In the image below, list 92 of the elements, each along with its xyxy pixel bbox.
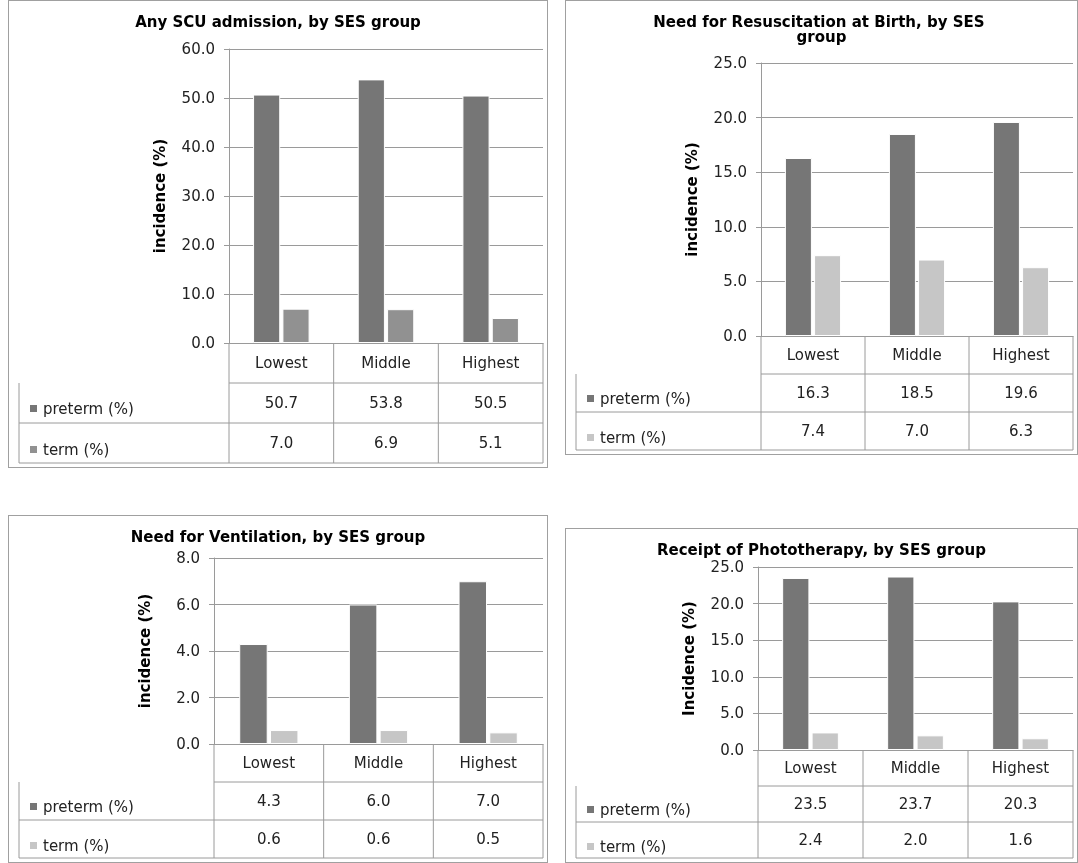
- x-tick-label: Highest: [461, 353, 520, 372]
- legend-label: preterm (%): [43, 797, 134, 816]
- y-tick-label: 60.0: [181, 40, 215, 58]
- x-tick-label: Middle: [890, 758, 941, 777]
- bar: [489, 732, 518, 744]
- y-tick-label: 15.0: [710, 631, 744, 650]
- data-label: 50.5: [473, 394, 508, 412]
- data-label: 6.9: [374, 434, 398, 452]
- data-label: 16.3: [796, 384, 830, 402]
- y-tick-label: 10.0: [181, 285, 215, 303]
- legend-label: preterm (%): [600, 800, 691, 819]
- data-label: 19.6: [1004, 384, 1038, 402]
- x-tick-label: Lowest: [784, 758, 837, 777]
- x-tick-label: Highest: [992, 345, 1050, 364]
- y-axis-title: incidence (%): [682, 142, 701, 257]
- y-tick-label: 20.0: [181, 236, 215, 254]
- bar: [888, 133, 916, 336]
- data-label: 7.4: [801, 422, 825, 440]
- y-tick-label: 8.0: [176, 549, 200, 567]
- data-label: 7.0: [476, 792, 501, 810]
- y-tick-label: 6.0: [176, 595, 200, 614]
- data-label: 23.7: [898, 795, 933, 813]
- y-tick-label: 0.0: [723, 327, 747, 345]
- y-axis-title: incidence (%): [135, 593, 154, 709]
- y-tick-label: 10.0: [710, 667, 744, 686]
- y-tick-label: 40.0: [181, 138, 215, 156]
- data-label: 5.1: [478, 434, 503, 452]
- data-label: 0.6: [366, 830, 391, 848]
- legend-label: term (%): [43, 440, 110, 459]
- data-label: 0.6: [256, 830, 281, 848]
- y-axis-title: Incidence (%): [679, 601, 698, 716]
- legend-label: term (%): [600, 428, 667, 447]
- data-label: 2.4: [798, 831, 823, 849]
- y-tick-label: 5.0: [723, 272, 747, 291]
- data-label: 1.6: [1008, 831, 1033, 849]
- y-tick-label: 4.0: [176, 642, 200, 660]
- chart-title: Any SCU admission, by SES group: [135, 12, 422, 31]
- data-label: 23.5: [793, 795, 828, 813]
- data-label: 20.3: [1003, 795, 1038, 813]
- x-tick-label: Middle: [892, 345, 942, 364]
- chart-title: Receipt of Phototherapy, by SES group: [656, 540, 987, 559]
- bar: [269, 730, 299, 744]
- bar: [387, 309, 415, 343]
- data-label: 6.3: [1009, 422, 1033, 440]
- y-tick-label: 10.0: [713, 217, 747, 236]
- bar: [458, 581, 488, 744]
- y-tick-label: 5.0: [720, 704, 744, 723]
- data-label: 7.0: [269, 434, 294, 452]
- x-tick-label: Highest: [991, 758, 1050, 777]
- legend-label: term (%): [600, 837, 667, 856]
- y-tick-label: 30.0: [181, 187, 215, 205]
- y-tick-label: 15.0: [713, 163, 747, 182]
- bar: [992, 121, 1020, 336]
- y-tick-label: 0.0: [720, 741, 744, 759]
- bar: [253, 94, 281, 343]
- x-tick-label: Middle: [353, 753, 404, 772]
- y-tick-label: 50.0: [181, 89, 215, 107]
- data-label: 6.0: [366, 792, 391, 810]
- y-tick-label: 2.0: [176, 688, 200, 707]
- y-tick-label: 0.0: [191, 334, 215, 352]
- y-tick-label: 0.0: [176, 735, 200, 753]
- data-label: 7.0: [905, 422, 929, 440]
- x-tick-label: Lowest: [242, 753, 296, 772]
- y-tick-label: 25.0: [713, 54, 747, 72]
- chart-title: Need for Resuscitation at Birth, by SES group: [653, 12, 990, 46]
- chart-title: Need for Ventilation, by SES group: [130, 527, 426, 546]
- x-tick-label: Highest: [459, 753, 517, 772]
- bar: [239, 644, 268, 744]
- legend-label: preterm (%): [600, 389, 691, 408]
- data-label: 50.7: [264, 394, 299, 412]
- y-tick-label: 20.0: [713, 108, 747, 127]
- bar: [918, 259, 946, 336]
- data-label: 53.8: [369, 394, 403, 412]
- x-tick-label: Lowest: [786, 345, 840, 364]
- x-tick-label: Lowest: [255, 353, 308, 372]
- y-axis-title: incidence (%): [150, 138, 169, 254]
- bar: [784, 158, 812, 336]
- bar: [491, 318, 519, 343]
- data-label: 4.3: [256, 792, 281, 810]
- data-label: 2.0: [903, 831, 928, 849]
- data-label: 0.5: [476, 830, 501, 848]
- data-label: 18.5: [900, 384, 934, 402]
- bar: [1022, 267, 1050, 336]
- bar: [814, 255, 842, 336]
- legend-label: term (%): [43, 836, 110, 855]
- bar: [462, 95, 490, 343]
- bar: [357, 79, 385, 343]
- x-tick-label: Middle: [361, 353, 411, 372]
- y-tick-label: 25.0: [710, 558, 744, 576]
- y-tick-label: 20.0: [710, 594, 744, 613]
- bar: [282, 308, 310, 343]
- legend-label: preterm (%): [43, 399, 134, 418]
